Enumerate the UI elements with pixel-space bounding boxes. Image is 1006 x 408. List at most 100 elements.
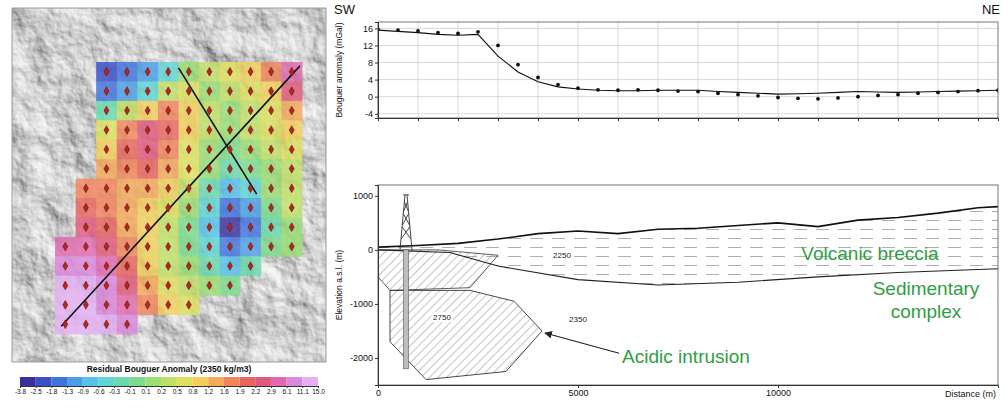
cell bbox=[199, 62, 220, 82]
tick: 2.2 bbox=[251, 386, 260, 395]
tick: 0 bbox=[368, 245, 378, 255]
cell bbox=[220, 120, 241, 140]
tick: 0 bbox=[368, 92, 378, 102]
observed-point bbox=[776, 96, 780, 100]
station bbox=[207, 145, 212, 154]
cell bbox=[96, 120, 117, 140]
calculated-line bbox=[378, 30, 998, 94]
station bbox=[269, 67, 274, 76]
station bbox=[145, 106, 150, 115]
derrick bbox=[402, 214, 408, 226]
tick-mark bbox=[898, 118, 899, 121]
station bbox=[227, 126, 232, 135]
station bbox=[289, 145, 294, 154]
cell bbox=[220, 217, 241, 237]
station bbox=[83, 184, 88, 193]
tick-mark bbox=[418, 118, 419, 121]
tick-mark bbox=[618, 118, 619, 121]
cell bbox=[179, 217, 200, 237]
observed-point bbox=[756, 94, 760, 98]
cell bbox=[158, 120, 179, 140]
axis-title: Distance (m) bbox=[945, 389, 996, 399]
cell bbox=[158, 62, 179, 82]
station bbox=[166, 67, 171, 76]
station bbox=[125, 67, 130, 76]
cell bbox=[261, 62, 282, 82]
station bbox=[186, 106, 191, 115]
cell bbox=[281, 81, 302, 101]
observed-point bbox=[476, 30, 480, 34]
tick-label: 16 bbox=[363, 24, 373, 34]
tick-mark bbox=[458, 118, 459, 121]
station bbox=[207, 223, 212, 232]
station bbox=[248, 145, 253, 154]
tick-mark bbox=[378, 118, 379, 121]
cell bbox=[158, 217, 179, 237]
axis: 0500010000 bbox=[376, 385, 999, 398]
density-label: 2750 bbox=[433, 313, 451, 322]
cell bbox=[117, 159, 138, 179]
colorbar-swatch bbox=[20, 377, 36, 386]
tick-label: 4 bbox=[368, 75, 373, 85]
profile-trace bbox=[179, 68, 257, 194]
tick: 0.2 bbox=[157, 386, 166, 395]
station bbox=[289, 223, 294, 232]
tick bbox=[818, 118, 819, 121]
cell bbox=[117, 315, 138, 335]
station bbox=[104, 320, 109, 329]
tick: -0.6 bbox=[93, 386, 105, 395]
observed-point bbox=[516, 63, 520, 67]
cell bbox=[117, 295, 138, 315]
tick-label: 1.6 bbox=[220, 388, 229, 395]
colorbar-swatch bbox=[98, 377, 114, 386]
station bbox=[104, 242, 109, 251]
cell bbox=[137, 256, 158, 276]
cell bbox=[117, 276, 138, 296]
cell bbox=[179, 120, 200, 140]
observed-point bbox=[836, 96, 840, 100]
station bbox=[227, 281, 232, 290]
cell bbox=[96, 81, 117, 101]
well bbox=[404, 250, 409, 369]
cell bbox=[220, 198, 241, 218]
station bbox=[269, 164, 274, 173]
tick-mark bbox=[375, 80, 378, 81]
cell bbox=[281, 198, 302, 218]
station bbox=[83, 281, 88, 290]
cell bbox=[158, 276, 179, 296]
cell bbox=[199, 217, 220, 237]
plot-frame bbox=[378, 185, 998, 385]
station bbox=[83, 203, 88, 212]
tick: 1000 bbox=[353, 191, 378, 201]
station bbox=[289, 184, 294, 193]
colorbar-swatch bbox=[193, 377, 209, 386]
cell bbox=[261, 140, 282, 160]
cell bbox=[137, 159, 158, 179]
cell bbox=[261, 81, 282, 101]
station bbox=[104, 126, 109, 135]
tick-label: 12 bbox=[363, 41, 373, 51]
cell bbox=[55, 276, 76, 296]
cell bbox=[199, 179, 220, 199]
station bbox=[104, 164, 109, 173]
tick-mark bbox=[375, 196, 378, 197]
cell bbox=[96, 295, 117, 315]
tick: 2.9 bbox=[267, 386, 276, 395]
grid-line bbox=[738, 22, 739, 118]
colorbar-swatch bbox=[177, 377, 193, 386]
tick bbox=[938, 118, 939, 121]
derrick bbox=[403, 194, 409, 195]
station bbox=[63, 262, 68, 271]
station bbox=[227, 164, 232, 173]
station bbox=[227, 223, 232, 232]
tick-mark bbox=[375, 28, 378, 29]
tick-label: 1.9 bbox=[236, 388, 245, 395]
colorbar-swatch bbox=[255, 377, 271, 386]
station bbox=[269, 223, 274, 232]
grid-line bbox=[458, 22, 459, 118]
cell bbox=[55, 237, 76, 257]
cell bbox=[76, 315, 97, 335]
cell bbox=[240, 198, 261, 218]
cell bbox=[220, 179, 241, 199]
cell bbox=[137, 295, 158, 315]
